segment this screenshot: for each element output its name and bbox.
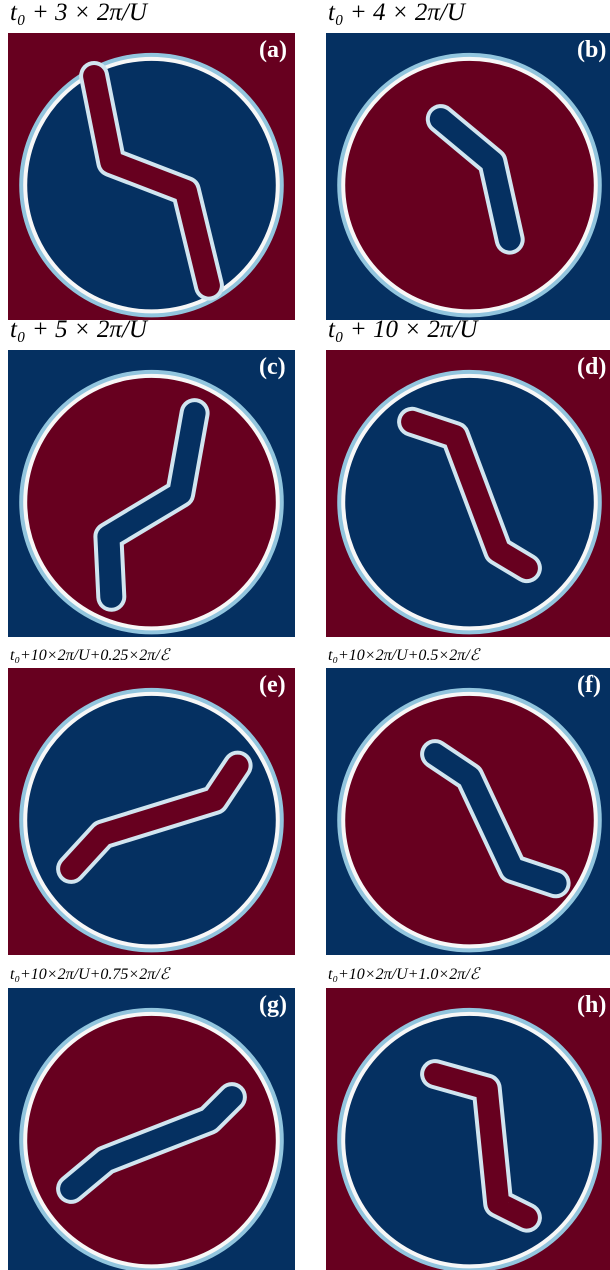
panel-title: t₀ + 10 × 2π/U [328,316,479,343]
panel-label: (e) [259,672,286,698]
panel-label: (f) [577,672,601,698]
panel-label: (b) [577,37,606,63]
panel-label: (d) [577,354,606,380]
panel-title: t₀+10×2π/U+0.75×2π/ℰ [10,966,172,983]
ring [343,59,596,312]
panel-title: t₀+10×2π/U+0.25×2π/ℰ [10,647,172,664]
panel-label: (g) [259,992,287,1018]
panel [8,350,295,637]
panel-title: t₀ + 3 × 2π/U [10,0,149,26]
panel [8,668,295,955]
panel [8,33,295,320]
panel-label: (h) [577,992,606,1018]
panel [326,350,610,637]
figure: t₀ + 3 × 2π/U (a) t₀ + 4 × 2π/U (b) t₀ + 5 ×… [0,0,610,1270]
panel-label: (c) [259,354,286,380]
panel-label: (a) [259,37,287,63]
panel-title: t₀+10×2π/U+1.0×2π/ℰ [328,966,482,983]
panel-title: t₀ + 5 × 2π/U [10,316,149,343]
panel [326,668,610,955]
panel-title: t₀ + 4 × 2π/U [328,0,467,26]
page: {"panels": [ {"title": "t₀ + 3 × 2π/U", … [0,0,610,1270]
panel [326,33,610,320]
panel [326,988,610,1270]
panel [8,988,295,1270]
ring [343,1014,596,1267]
panel-title: t₀+10×2π/U+0.5×2π/ℰ [328,647,482,664]
ring [343,694,596,947]
